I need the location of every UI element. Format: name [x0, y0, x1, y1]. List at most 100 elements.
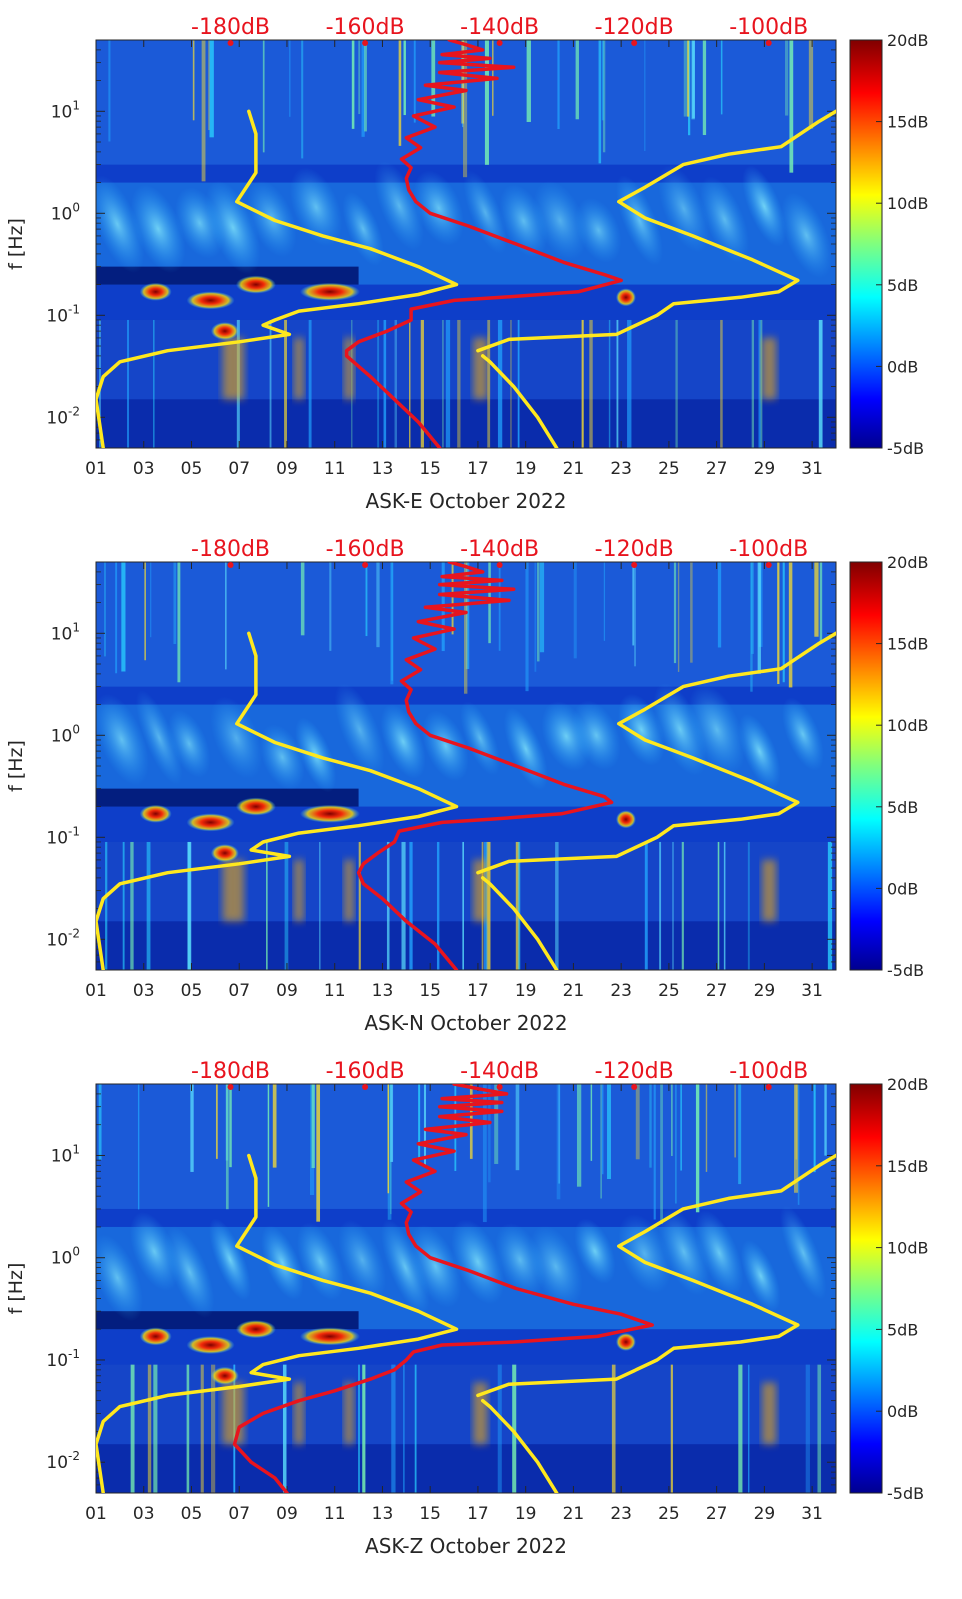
top-db-label: -180dB	[191, 537, 270, 562]
top-db-label: -100dB	[729, 1059, 808, 1084]
spectrogram-image	[96, 562, 836, 970]
x-tick-label: 21	[563, 1504, 585, 1524]
top-db-label: -100dB	[729, 15, 808, 40]
spectrogram-panel: 01 03 05 07 09 11 13 15 17 19 21 23 25 27 29 31 10-2 10-1…	[5, 537, 929, 1035]
colorbar	[849, 561, 883, 971]
x-tick-label: 27	[706, 459, 728, 479]
spectrogram-image	[96, 40, 836, 448]
red-psd-curve	[356, 562, 614, 970]
y-tick-label: 101	[51, 1142, 80, 1166]
x-tick-label: 21	[563, 459, 585, 479]
x-tick-label: 07	[228, 1504, 250, 1524]
colorbar-label: 5dB	[887, 1320, 918, 1339]
top-db-marker	[631, 1084, 638, 1090]
colorbar-label: 0dB	[887, 1402, 918, 1421]
top-db-marker	[496, 562, 503, 568]
top-db-marker	[496, 40, 503, 46]
top-db-marker	[765, 562, 772, 568]
x-tick-label: 07	[228, 981, 250, 1001]
colorbar-label: 0dB	[887, 357, 918, 376]
colorbar-label: 5dB	[887, 276, 918, 295]
top-db-marker	[362, 1084, 369, 1090]
x-tick-label: 23	[610, 981, 632, 1001]
yellow-noise-model-curve	[96, 631, 459, 970]
yellow-noise-model-curve	[480, 354, 559, 448]
y-axis-label: f [Hz]	[5, 218, 27, 270]
x-tick-label: 05	[181, 459, 203, 479]
x-tick-label: 09	[276, 981, 298, 1001]
x-tick-label: 09	[276, 459, 298, 479]
spectrogram-panel: 01 03 05 07 09 11 13 15 17 19 21 23 25 27 29 31 10-2 10-1…	[5, 1059, 929, 1558]
top-db-label: -160dB	[326, 1059, 405, 1084]
y-tick-label: 10-2	[46, 1449, 80, 1473]
y-tick-label: 10-1	[46, 824, 80, 848]
top-db-label: -140dB	[460, 15, 539, 40]
colorbar-label: 15dB	[887, 635, 929, 654]
spectrogram-image	[96, 1084, 836, 1493]
x-tick-label: 15	[419, 1504, 441, 1524]
red-psd-curve	[344, 40, 623, 448]
y-tick-label: 100	[51, 722, 80, 746]
x-tick-label: 29	[754, 459, 776, 479]
x-tick-label: 13	[372, 981, 394, 1001]
y-tick-label: 10-2	[46, 404, 80, 428]
x-tick-label: 27	[706, 1504, 728, 1524]
x-tick-label: 25	[658, 981, 680, 1001]
y-tick-label: 101	[51, 620, 80, 644]
x-tick-label: 01	[85, 459, 107, 479]
top-db-marker	[227, 562, 234, 568]
x-tick-label: 09	[276, 1504, 298, 1524]
x-axis-label: ASK-E October 2022	[366, 489, 567, 513]
colorbar-label: 20dB	[887, 31, 929, 50]
yellow-noise-model-curve	[480, 876, 559, 970]
colorbar-label: 20dB	[887, 553, 929, 572]
yellow-noise-model-curve	[480, 1398, 559, 1493]
colorbar	[849, 39, 883, 449]
colorbar-label: 15dB	[887, 1157, 929, 1176]
x-tick-label: 25	[658, 1504, 680, 1524]
x-tick-label: 03	[133, 1504, 155, 1524]
colorbar-label: 15dB	[887, 113, 929, 132]
x-tick-label: 11	[324, 459, 346, 479]
x-tick-label: 31	[801, 1504, 823, 1524]
x-tick-label: 07	[228, 459, 250, 479]
y-axis-label: f [Hz]	[5, 1263, 27, 1315]
x-tick-label: 01	[85, 1504, 107, 1524]
top-db-marker	[765, 40, 772, 46]
colorbar-label: 10dB	[887, 716, 929, 735]
colorbar-label: 20dB	[887, 1075, 929, 1094]
top-db-marker	[227, 1084, 234, 1090]
x-tick-label: 31	[801, 459, 823, 479]
colorbar-label: -5dB	[887, 961, 924, 980]
red-psd-curve	[232, 1084, 654, 1493]
top-db-marker	[631, 562, 638, 568]
top-db-label: -100dB	[729, 537, 808, 562]
x-tick-label: 29	[754, 981, 776, 1001]
x-tick-label: 19	[515, 1504, 537, 1524]
colorbar-label: 0dB	[887, 879, 918, 898]
top-db-label: -120dB	[595, 537, 674, 562]
x-tick-label: 29	[754, 1504, 776, 1524]
x-tick-label: 31	[801, 981, 823, 1001]
top-db-label: -120dB	[595, 1059, 674, 1084]
top-db-marker	[227, 40, 234, 46]
yellow-noise-model-curve	[476, 109, 836, 353]
top-db-marker	[631, 40, 638, 46]
yellow-noise-model-curve	[96, 109, 459, 448]
yellow-noise-model-curve	[96, 1153, 459, 1493]
x-tick-label: 23	[610, 1504, 632, 1524]
yellow-noise-model-curve	[476, 631, 836, 875]
x-tick-label: 15	[419, 459, 441, 479]
yellow-noise-model-curve	[476, 1153, 836, 1398]
y-tick-label: 10-2	[46, 926, 80, 950]
colorbar-label: 10dB	[887, 194, 929, 213]
x-tick-label: 05	[181, 981, 203, 1001]
x-tick-label: 17	[467, 459, 489, 479]
y-axis-label: f [Hz]	[5, 740, 27, 792]
x-tick-label: 27	[706, 981, 728, 1001]
y-tick-label: 100	[51, 1245, 80, 1269]
x-tick-label: 05	[181, 1504, 203, 1524]
top-db-label: -140dB	[460, 1059, 539, 1084]
x-tick-label: 15	[419, 981, 441, 1001]
